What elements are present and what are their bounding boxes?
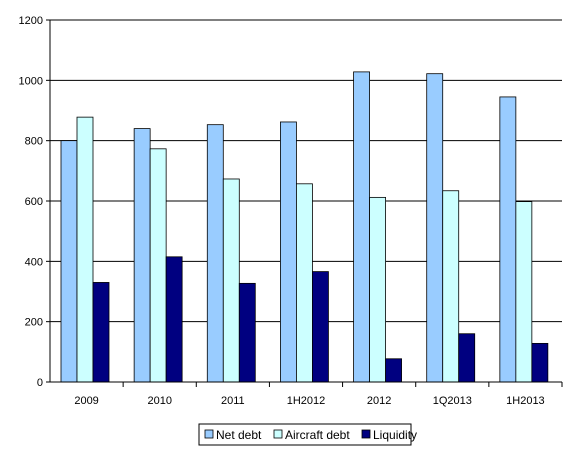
x-tick-label: 1H2013	[506, 395, 545, 407]
x-tick-label: 1Q2013	[433, 395, 472, 407]
bar-net-debt	[353, 71, 370, 383]
bar-aircraft-debt	[515, 201, 533, 383]
bar-net-debt	[426, 73, 444, 383]
bar-liquidity	[458, 333, 476, 383]
y-tick-label: 400	[25, 256, 43, 268]
legend-swatch	[361, 429, 371, 439]
bar-aircraft-debt	[222, 178, 240, 383]
y-tick-label: 200	[25, 317, 43, 329]
bar-aircraft-debt	[369, 196, 386, 383]
bar-aircraft-debt	[149, 148, 167, 383]
x-tick-label: 2009	[74, 395, 98, 407]
y-tick-label: 800	[25, 136, 43, 148]
bar-net-debt	[60, 140, 78, 383]
bar-aircraft-debt	[442, 190, 460, 383]
y-tick-label: 600	[25, 196, 43, 208]
x-tick-label: 2012	[367, 395, 391, 407]
legend-swatch	[273, 429, 283, 439]
bar-liquidity	[238, 282, 256, 383]
legend-label: Net debt	[216, 428, 262, 442]
bar-aircraft-debt	[296, 183, 313, 383]
bars	[60, 71, 549, 383]
legend-label: Aircraft debt	[285, 428, 350, 442]
axes: 0 200 400 600 800 1000 1200 2009 2010 2011 1H2012 2…	[19, 15, 563, 407]
x-tick-label: 2010	[147, 395, 171, 407]
y-tick-label: 1200	[19, 15, 43, 27]
legend: Net debt Aircraft debt Liquidity	[198, 423, 417, 446]
bar-liquidity	[385, 358, 402, 383]
bar-aircraft-debt	[76, 116, 94, 383]
bar-liquidity	[312, 271, 329, 383]
bar-net-debt	[206, 124, 224, 383]
bar-liquidity	[165, 256, 183, 383]
bar-net-debt	[133, 128, 151, 383]
legend-label: Liquidity	[373, 428, 417, 442]
x-tick-label: 1H2012	[287, 395, 326, 407]
bar-net-debt	[280, 121, 297, 383]
y-tick-label: 0	[37, 377, 43, 389]
legend-box	[198, 423, 412, 446]
bar-liquidity	[531, 342, 549, 383]
y-tick-label: 1000	[19, 75, 43, 87]
bar-liquidity	[92, 282, 110, 383]
x-tick-label: 2011	[221, 395, 245, 407]
legend-swatch	[204, 429, 214, 439]
bar-net-debt	[499, 96, 517, 383]
